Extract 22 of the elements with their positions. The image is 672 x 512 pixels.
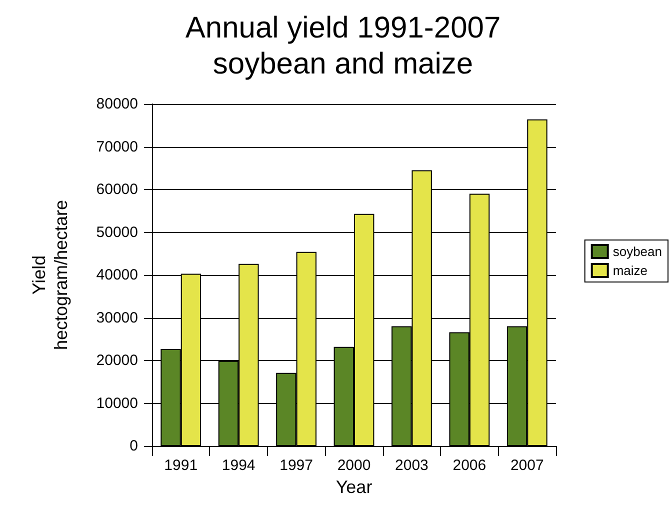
x-tick-label: 1991: [164, 457, 198, 474]
chart-title: Annual yield 1991-2007: [185, 12, 501, 44]
chart-subtitle: soybean and maize: [212, 48, 474, 80]
y-tick-label: 40000: [96, 266, 138, 284]
y-tick-label: 10000: [96, 394, 138, 412]
x-tick-label: 2000: [337, 457, 371, 474]
y-tick-label: 70000: [96, 138, 138, 156]
y-tick-label: 30000: [96, 309, 138, 326]
y-tick-label: 0: [130, 438, 138, 454]
y-tick-label: 80000: [96, 96, 138, 112]
y-tick-label: 50000: [96, 224, 138, 241]
y-tick-label: 20000: [96, 352, 138, 369]
y-tick-label: 60000: [96, 181, 138, 198]
x-axis-title: Year: [336, 476, 372, 497]
legend-label: maize: [612, 263, 648, 278]
x-tick-label: 2006: [452, 457, 486, 474]
x-tick-label: 1997: [280, 457, 313, 474]
y-axis-title: Yield hectogram/hectare: [29, 200, 71, 350]
x-tick-label: 1994: [222, 457, 256, 474]
x-tick-label: 2007: [510, 457, 544, 474]
x-tick-label: 2003: [395, 457, 428, 474]
legend-label: soybean: [612, 244, 662, 259]
